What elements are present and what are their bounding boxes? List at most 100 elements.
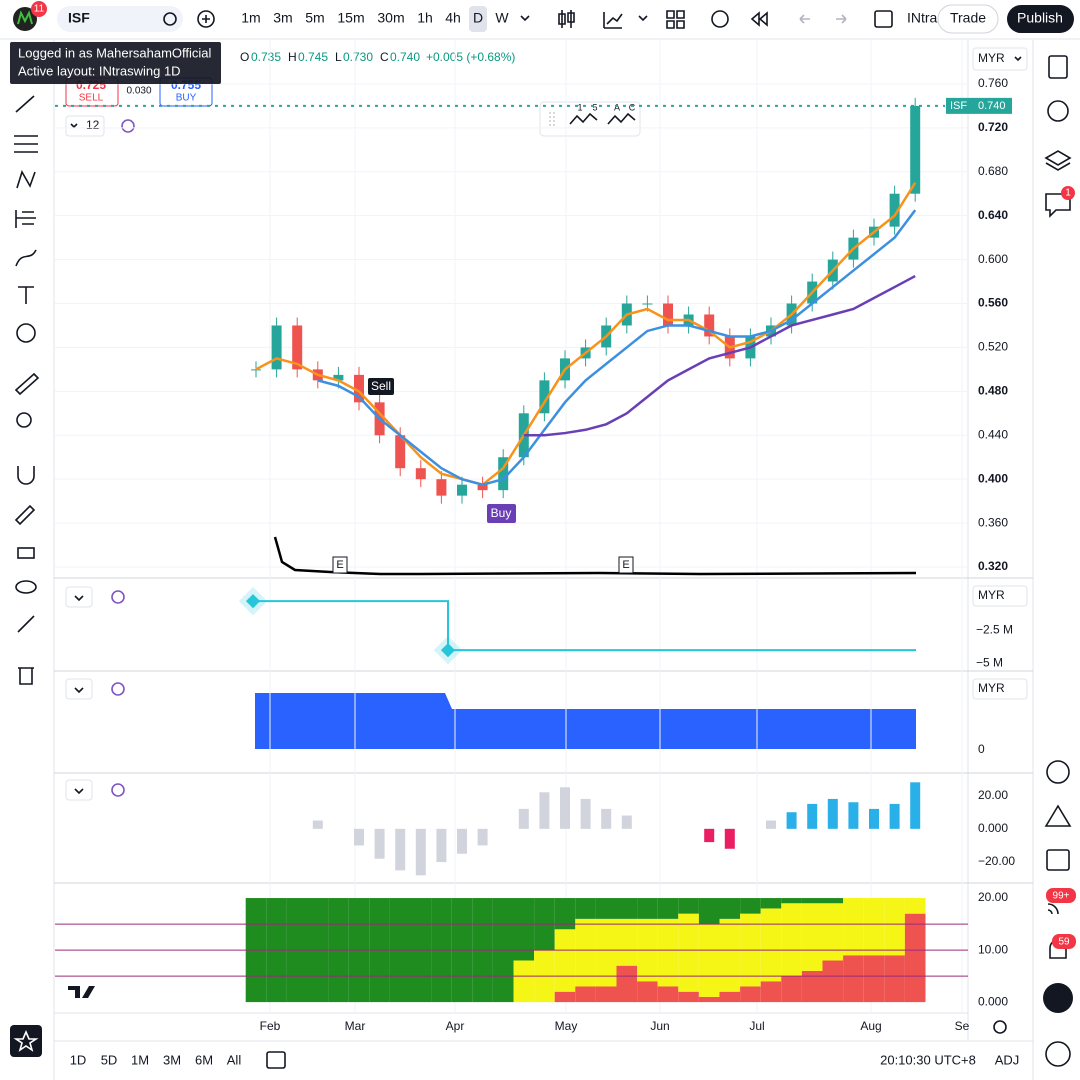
- ideas[interactable]: [1044, 804, 1072, 827]
- redo[interactable]: [836, 14, 847, 24]
- legend-change: +0.005 (+0.68%): [426, 50, 515, 64]
- interval[interactable]: 1m: [241, 10, 260, 26]
- histogram-bar: [848, 802, 859, 829]
- stacked-bar: [554, 991, 576, 1003]
- interval-badge-box[interactable]: [65, 115, 105, 137]
- pattern-toolbar: [539, 101, 641, 137]
- pane-collapse[interactable]: [65, 779, 93, 801]
- symbol-search[interactable]: [57, 6, 183, 32]
- calendar[interactable]: [1046, 849, 1070, 871]
- link[interactable]: [17, 615, 35, 633]
- stacked-bar: [657, 986, 679, 1003]
- y-tick-label: 0.000: [978, 821, 1008, 835]
- text-tool[interactable]: [18, 286, 34, 304]
- visibility[interactable]: [15, 580, 37, 594]
- x-tick-label: May: [555, 1019, 578, 1033]
- delete[interactable]: [18, 667, 34, 685]
- range-button[interactable]: 1D: [70, 1052, 87, 1067]
- forecast[interactable]: [15, 210, 36, 228]
- stacked-bar: [904, 898, 926, 914]
- interval[interactable]: W: [495, 10, 509, 26]
- histogram-bar: [457, 828, 467, 854]
- alerts[interactable]: [1047, 100, 1069, 122]
- range-button[interactable]: 1M: [131, 1052, 149, 1067]
- scanner[interactable]: [1046, 760, 1070, 784]
- favorites[interactable]: [10, 1025, 42, 1057]
- range-button[interactable]: 3M: [163, 1052, 181, 1067]
- stacked-bar: [678, 991, 699, 1003]
- histogram-bar: [766, 820, 776, 829]
- interval[interactable]: 1h: [417, 10, 433, 26]
- pane-collapse[interactable]: [65, 586, 93, 608]
- alert[interactable]: [711, 10, 729, 28]
- compare-button[interactable]: [197, 10, 215, 28]
- data-window[interactable]: [1044, 150, 1072, 171]
- magnet[interactable]: [17, 466, 35, 485]
- marker: [245, 594, 261, 609]
- histogram-bar: [827, 798, 838, 829]
- currency-box[interactable]: [972, 678, 1028, 700]
- currency-box[interactable]: [972, 47, 1028, 71]
- layout-name[interactable]: INtra: [907, 10, 938, 26]
- chevron: [70, 123, 78, 129]
- fib[interactable]: [14, 135, 38, 153]
- candle: [354, 374, 364, 403]
- earnings-label: E: [336, 559, 343, 571]
- currency-box[interactable]: [972, 585, 1028, 607]
- replay[interactable]: [750, 11, 768, 27]
- earnings-marker[interactable]: [618, 556, 634, 574]
- brush[interactable]: [15, 249, 37, 267]
- undo[interactable]: [799, 14, 810, 24]
- interval[interactable]: 5m: [305, 10, 324, 26]
- range-button[interactable]: 6M: [195, 1052, 213, 1067]
- zoom[interactable]: [16, 412, 32, 428]
- sync-icon[interactable]: [121, 119, 135, 133]
- stacked-bar: [698, 924, 720, 997]
- products[interactable]: [1043, 983, 1073, 1013]
- lock-drawings[interactable]: [14, 504, 36, 526]
- interval[interactable]: 3m: [273, 10, 292, 26]
- date-range[interactable]: [266, 1051, 286, 1069]
- trend-line[interactable]: [15, 95, 35, 113]
- interval[interactable]: 30m: [377, 10, 404, 26]
- interval[interactable]: 15m: [337, 10, 364, 26]
- streams[interactable]: [1047, 903, 1059, 915]
- settings[interactable]: [993, 1020, 1007, 1034]
- lock[interactable]: [17, 547, 35, 559]
- interval-dropdown[interactable]: [520, 15, 530, 22]
- pane-collapse[interactable]: [65, 678, 93, 700]
- candle: [642, 303, 653, 305]
- layouts[interactable]: [666, 10, 685, 29]
- help[interactable]: [1045, 1041, 1071, 1067]
- candle: [457, 484, 467, 496]
- moving-average: [523, 274, 916, 437]
- adj[interactable]: ADJ: [995, 1052, 1020, 1067]
- publish-button[interactable]: [1007, 5, 1074, 33]
- interval[interactable]: D: [473, 10, 483, 26]
- sync-icon[interactable]: [111, 783, 125, 797]
- indicators-dropdown[interactable]: [638, 15, 648, 22]
- y-tick-label: 0.640: [978, 208, 1008, 222]
- earnings-marker[interactable]: [332, 556, 348, 574]
- trade-button[interactable]: [937, 4, 999, 34]
- range-button[interactable]: 5D: [101, 1052, 118, 1067]
- y-tick-label: 0.360: [978, 515, 1008, 529]
- range-button[interactable]: All: [227, 1052, 242, 1067]
- chart-type[interactable]: [558, 10, 575, 28]
- badge: [1061, 186, 1075, 200]
- elliott-correction[interactable]: [607, 112, 636, 125]
- elliott-impulse[interactable]: [569, 112, 598, 125]
- watchlist[interactable]: [1048, 55, 1068, 79]
- layout-toggle[interactable]: [874, 10, 893, 28]
- stacked-bar: [760, 981, 782, 1003]
- candle: [333, 374, 344, 381]
- candle: [477, 484, 488, 491]
- interval[interactable]: 4h: [445, 10, 461, 26]
- notification-badge: [31, 1, 47, 17]
- sync-icon[interactable]: [111, 682, 125, 696]
- indicators[interactable]: [603, 12, 623, 29]
- emoji[interactable]: [16, 323, 36, 343]
- ruler[interactable]: [14, 372, 40, 396]
- pattern-tool[interactable]: [16, 170, 36, 189]
- sync-icon[interactable]: [111, 590, 125, 604]
